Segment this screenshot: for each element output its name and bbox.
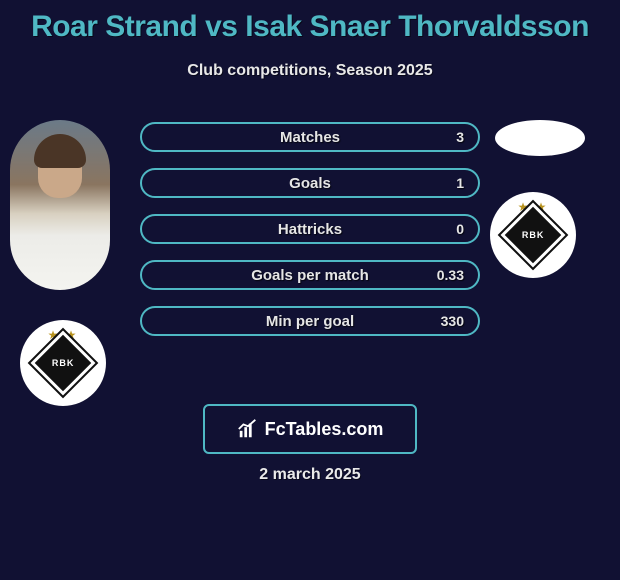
stat-label: Goals <box>289 175 331 192</box>
stat-label: Hattricks <box>278 221 342 238</box>
club-badge-right: ★ ★ 19 17 RBK <box>490 192 576 278</box>
brand-label: FcTables.com <box>265 419 384 440</box>
footer-date: 2 march 2025 <box>0 466 620 484</box>
club-badge-left: ★ ★ 19 17 RBK <box>20 320 106 406</box>
badge-abbr: RBK <box>522 230 545 240</box>
stat-label: Goals per match <box>251 267 369 284</box>
stat-value-right: 330 <box>441 313 464 329</box>
left-player-column: ★ ★ 19 17 RBK <box>10 120 130 406</box>
stat-value-right: 0.33 <box>437 267 464 283</box>
stat-row-hattricks: Hattricks 0 <box>140 214 480 244</box>
stats-list: Matches 3 Goals 1 Hattricks 0 Goals per … <box>140 122 480 352</box>
badge-diamond: RBK <box>30 330 95 395</box>
stat-value-right: 0 <box>456 221 464 237</box>
stat-row-goals: Goals 1 <box>140 168 480 198</box>
stat-label: Min per goal <box>266 313 354 330</box>
stat-label: Matches <box>280 129 340 146</box>
brand-box: FcTables.com <box>203 404 417 454</box>
player-photo-right-placeholder <box>495 120 585 156</box>
stat-row-matches: Matches 3 <box>140 122 480 152</box>
stat-value-right: 1 <box>456 175 464 191</box>
badge-diamond: RBK <box>500 202 565 267</box>
chart-icon <box>237 418 259 440</box>
stat-row-min-per-goal: Min per goal 330 <box>140 306 480 336</box>
badge-abbr: RBK <box>52 358 75 368</box>
stat-row-goals-per-match: Goals per match 0.33 <box>140 260 480 290</box>
player-photo-left <box>10 120 110 290</box>
stat-value-right: 3 <box>456 129 464 145</box>
page-subtitle: Club competitions, Season 2025 <box>0 62 620 80</box>
right-player-column: ★ ★ 19 17 RBK <box>490 120 600 278</box>
page-title: Roar Strand vs Isak Snaer Thorvaldsson <box>0 0 620 44</box>
